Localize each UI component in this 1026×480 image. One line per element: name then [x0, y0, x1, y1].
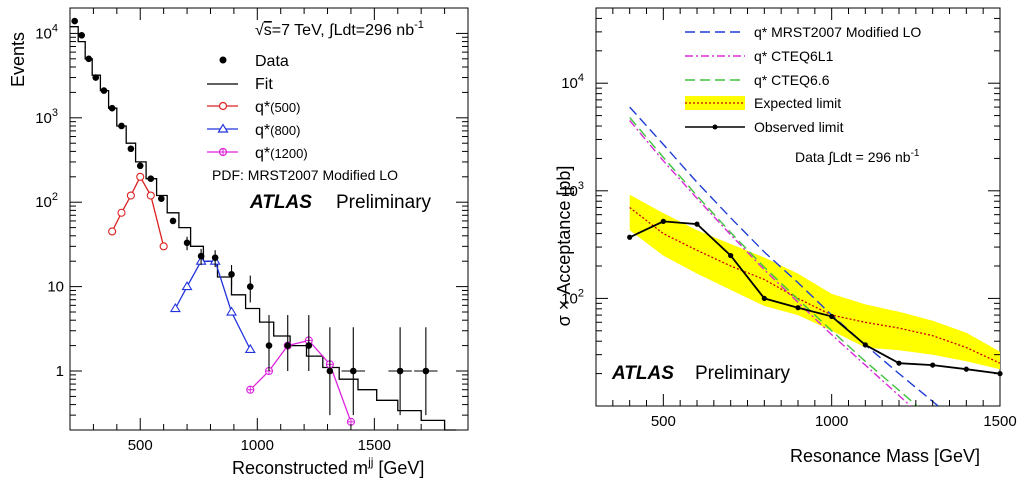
left-xtick-label: 1500	[358, 437, 391, 454]
right-xlabel: Resonance Mass [GeV]	[790, 446, 980, 466]
data-point	[71, 17, 78, 25]
left-pdf-label: PDF: MRST2007 Modified LO	[212, 167, 398, 183]
legend-fit-label: Fit	[255, 76, 273, 93]
observed-limit-point	[930, 362, 936, 368]
signal-point-0	[136, 172, 145, 181]
data-point	[100, 87, 108, 94]
data-point	[118, 122, 125, 130]
left-ytick-label: 1	[56, 363, 64, 380]
signal-curve-2	[249, 339, 352, 423]
legend-data-marker	[219, 56, 227, 64]
signal-point-0	[108, 227, 117, 236]
data-point	[197, 252, 205, 260]
left-ytick-label: 102	[35, 191, 58, 211]
data-point	[422, 367, 430, 375]
left-xtick-label: 1000	[241, 437, 274, 454]
data-point	[349, 367, 357, 375]
legend-expected-label: Expected limit	[754, 95, 841, 111]
data-point	[326, 367, 334, 375]
left-plot-frame	[69, 7, 469, 431]
left-xtick-label: 500	[128, 437, 153, 454]
right-preliminary-label: Preliminary	[695, 363, 791, 384]
data-point	[183, 239, 191, 247]
right-ytick-label: 103	[561, 180, 584, 200]
legend-cteq66-label: q* CTEQ6.6	[754, 72, 830, 88]
data-point	[136, 162, 144, 170]
legend-q500-marker	[218, 101, 228, 111]
legend-q500-label: q*(500)	[255, 99, 300, 116]
right-ytick-label: 102	[561, 287, 584, 307]
data-point	[169, 217, 177, 225]
observed-limit-point	[963, 366, 969, 372]
signal-point-1	[169, 302, 181, 313]
data-point	[396, 367, 404, 375]
left-energy-label: √s=7 TeV, ∫Ldt=296 nb-1	[255, 19, 424, 39]
left-atlas-label: ATLAS	[249, 192, 312, 213]
right-chart: 102 103 104 500 1000 1500 σ × Acceptance [pb]…	[554, 7, 1017, 466]
observed-limit-point	[761, 295, 767, 302]
data-point	[92, 74, 100, 81]
observed-limit-point	[728, 252, 734, 259]
legend-observed-marker	[712, 124, 718, 130]
right-lumi-label: Data ∫Ldt = 296 nb-1	[795, 148, 920, 165]
data-point	[246, 283, 254, 290]
data-point	[305, 342, 313, 349]
signal-point-0	[117, 208, 126, 217]
signal-point-1	[226, 306, 238, 316]
observed-limit-point	[694, 221, 700, 227]
signal-point-1	[181, 281, 193, 291]
left-ytick-label: 10	[47, 279, 64, 296]
left-ytick-label: 104	[35, 22, 58, 42]
legend-cteq6l1-label: q* CTEQ6L1	[754, 48, 834, 64]
data-point	[228, 270, 235, 278]
signal-point-0	[159, 242, 168, 251]
signal-point-0	[146, 191, 155, 200]
legend-observed-label: Observed limit	[754, 119, 844, 135]
left-preliminary-label: Preliminary	[336, 192, 432, 213]
legend-mrst-label: q* MRST2007 Modified LO	[754, 24, 921, 40]
theory-curve-2	[629, 117, 919, 406]
data-point	[108, 104, 116, 112]
right-xtick-label: 500	[651, 413, 676, 430]
right-ytick-label: 104	[561, 72, 584, 92]
right-atlas-label: ATLAS	[611, 363, 674, 384]
observed-limit-point	[627, 234, 633, 240]
expected-limit-line	[629, 206, 1001, 364]
left-xlabel: Reconstructed mjj [GeV]	[232, 455, 424, 478]
data-point	[147, 175, 155, 182]
signal-curve-1	[174, 260, 251, 350]
data-point	[284, 342, 292, 349]
observed-limit-point	[829, 313, 835, 320]
data-point	[127, 145, 135, 153]
observed-limit-point	[896, 360, 902, 366]
signal-point-0	[126, 191, 135, 200]
left-legend: Data Fit q*(500) q*(800) q*(1200)	[207, 53, 308, 162]
right-xtick-label: 1500	[983, 413, 1016, 430]
observed-limit-line	[629, 220, 1001, 375]
left-ytick-label: 103	[35, 107, 58, 127]
legend-q800-label: q*(800)	[255, 122, 300, 139]
legend-q1200-label: q*(1200)	[255, 145, 308, 162]
legend-data-label: Data	[255, 53, 289, 70]
right-legend: q* MRST2007 Modified LO q* CTEQ6L1 q* CT…	[685, 24, 921, 135]
observed-limit-point	[660, 218, 666, 224]
data-point	[158, 195, 165, 203]
legend-q800-marker	[217, 123, 229, 133]
data-point	[211, 254, 219, 262]
left-chart: 1 10 102 103 104 500 1000 1500 Events Reconstru…	[8, 7, 469, 478]
theory-curve-0	[629, 106, 940, 406]
right-xtick-label: 1000	[815, 413, 848, 430]
data-point	[265, 342, 273, 349]
observed-limit-point	[862, 342, 868, 348]
data-point	[85, 55, 93, 63]
observed-limit-point	[795, 305, 801, 311]
right-ylabel: σ × Acceptance [pb]	[554, 166, 574, 327]
left-ylabel: Events	[8, 32, 28, 87]
expected-limit-band	[629, 194, 1000, 370]
signal-point-1	[244, 343, 256, 354]
